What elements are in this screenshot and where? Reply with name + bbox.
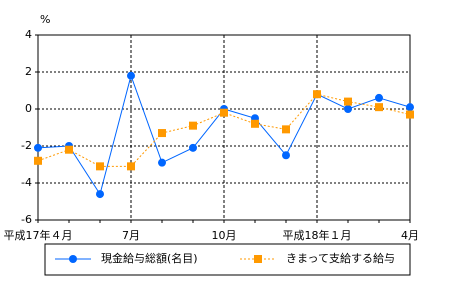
data-point	[375, 103, 383, 112]
x-tick-label: 10月	[212, 229, 237, 242]
legend-label: きまって支給する給与	[286, 251, 395, 265]
data-point	[344, 97, 352, 106]
data-point	[282, 151, 290, 160]
x-tick-label: 7月	[122, 229, 140, 242]
x-tick-label: 4月	[401, 229, 419, 242]
y-tick-label: -2	[21, 139, 32, 152]
data-point	[251, 119, 259, 128]
y-tick-label: 2	[25, 65, 32, 78]
data-point	[65, 145, 73, 154]
x-tick-label: 平成17年４月	[4, 228, 73, 242]
legend-marker	[254, 255, 262, 263]
data-point	[406, 110, 414, 119]
data-point	[96, 162, 104, 171]
legend-marker	[69, 255, 77, 263]
data-point	[189, 121, 197, 130]
data-point	[34, 156, 42, 165]
y-tick-label: 4	[25, 28, 32, 41]
legend-box	[44, 243, 411, 276]
y-tick-label: -4	[21, 176, 32, 189]
x-tick-label: 平成18年１月	[283, 228, 352, 242]
data-point	[375, 93, 383, 102]
data-point	[406, 103, 414, 112]
data-point	[344, 105, 352, 113]
data-point	[127, 162, 135, 171]
data-point	[96, 190, 104, 199]
y-unit: %	[40, 13, 50, 26]
data-point	[189, 143, 197, 152]
data-point	[127, 71, 135, 80]
plot-frame	[37, 34, 411, 221]
y-tick-label: 0	[25, 102, 32, 115]
data-point	[220, 108, 228, 117]
data-point	[282, 125, 290, 134]
y-tick-label: -6	[21, 213, 32, 226]
data-point	[313, 90, 321, 99]
legend-label: 現金給与総額(名目)	[101, 251, 198, 265]
data-point	[158, 129, 166, 138]
data-point	[34, 143, 42, 152]
data-point	[158, 158, 166, 167]
